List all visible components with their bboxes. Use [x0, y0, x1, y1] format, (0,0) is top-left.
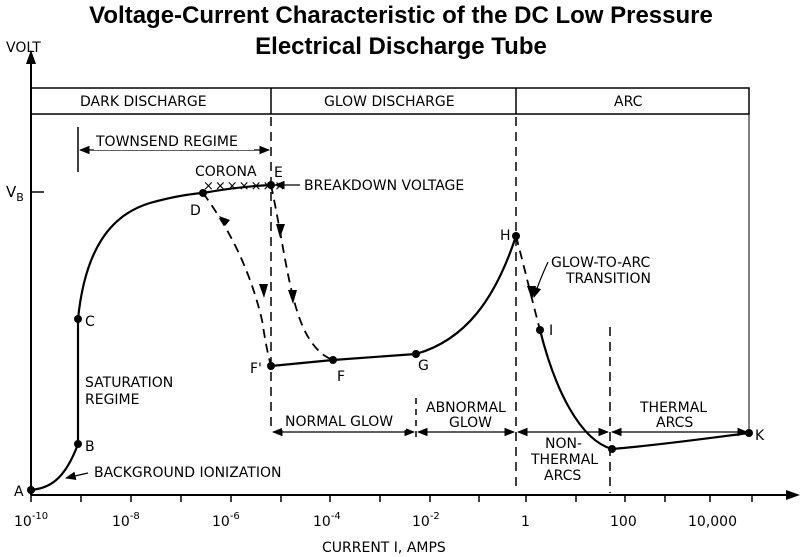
x-tick-label: 10-8: [112, 511, 140, 530]
saturation-label: SATURATION: [85, 375, 173, 391]
breakdown-voltage-label: BREAKDOWN VOLTAGE: [304, 178, 464, 194]
chart-title-line-2: Electrical Discharge Tube: [255, 33, 547, 60]
abnormal-glow-label: ABNORMAL: [426, 400, 506, 416]
townsend-label: TOWNSEND REGIME: [95, 134, 238, 150]
point-g: [412, 350, 420, 358]
point-j: [608, 445, 616, 453]
background-ionization-pointer: [64, 471, 89, 481]
corona-label: CORONA: [195, 164, 257, 180]
x-tick-label: 10-2: [412, 511, 440, 530]
normal-glow-label-bg: [282, 410, 406, 430]
point-h-label: H: [500, 228, 511, 244]
saturation-label: REGIME: [85, 392, 139, 408]
point-h: [512, 232, 520, 240]
point-i: [536, 326, 544, 334]
x-tick-label: 1: [521, 514, 530, 530]
thermal-label: ARCS: [656, 415, 693, 431]
vb-label: VB: [6, 183, 24, 204]
point-k-label: K: [755, 428, 765, 444]
curve-i-to-k: [538, 329, 750, 451]
x-axis-label: CURRENT I, AMPS: [322, 540, 446, 556]
breakdown-path: [270, 184, 334, 361]
curve-g-to-h: [415, 235, 518, 356]
curve-d-to-e: [202, 183, 272, 195]
point-c: [74, 315, 82, 323]
x-tick-label: 100: [610, 514, 637, 530]
y-axis-label: VOLT: [6, 40, 41, 56]
point-b: [74, 440, 82, 448]
glow-to-arc-label: GLOW-TO-ARC: [551, 255, 651, 271]
point-c-label: C: [85, 314, 95, 330]
point-fprime-label: F': [250, 361, 262, 377]
abnormal-glow-label: GLOW: [449, 415, 492, 431]
point-d-label: D: [190, 203, 201, 219]
point-e-label: E: [274, 165, 283, 181]
glow-to-arc-path: [515, 235, 541, 331]
direction-arrow: [219, 216, 230, 226]
corona-crosses: ×××××××: [203, 179, 286, 194]
x-axis-arrowhead: [786, 490, 800, 500]
nonthermal-label: ARCS: [544, 468, 581, 484]
x-tick-label: 10-4: [313, 511, 341, 530]
nonthermal-label: NON-: [545, 436, 582, 452]
point-i-label: I: [549, 323, 553, 339]
region-glow-discharge: GLOW DISCHARGE: [324, 94, 455, 110]
direction-arrow: [527, 286, 536, 300]
point-a-label: A: [14, 484, 24, 500]
x-tick-label: 10-10: [14, 511, 48, 530]
point-e: [267, 181, 275, 189]
x-ticks: [30, 495, 753, 502]
direction-arrow: [259, 284, 268, 298]
point-fprime: [267, 362, 275, 370]
hysteresis-path: [202, 192, 272, 367]
region-arc: ARC: [614, 94, 643, 110]
normal-glow-label: NORMAL GLOW: [285, 414, 393, 430]
region-band: [30, 87, 750, 115]
point-a: [27, 486, 35, 494]
thermal-label: THERMAL: [639, 400, 707, 416]
chart-title-line-1: Voltage-Current Characteristic of the DC…: [89, 2, 713, 29]
townsend-label-bg: [94, 130, 254, 150]
glow-to-arc-pointer: [532, 261, 549, 299]
point-b-label: B: [85, 439, 95, 455]
curve-c-to-d: [76, 191, 204, 320]
point-f: [329, 356, 337, 364]
region-dark-discharge: DARK DISCHARGE: [80, 94, 207, 110]
x-tick-label: 10,000: [688, 514, 737, 530]
curve-a-to-b: [30, 443, 80, 492]
point-f-label: F: [337, 369, 345, 385]
direction-arrow: [288, 290, 297, 304]
y-axis-arrowhead: [26, 50, 36, 64]
direction-arrow: [276, 224, 285, 238]
glow-to-arc-label: TRANSITION: [565, 271, 651, 287]
background-ionization-label: BACKGROUND IONIZATION: [94, 465, 281, 481]
nonthermal-label: THERMAL: [530, 452, 598, 468]
curve-fprime-to-g: [270, 352, 417, 368]
point-g-label: G: [418, 358, 429, 374]
point-d: [199, 189, 207, 197]
x-tick-label: 10-6: [212, 511, 240, 530]
point-k: [745, 429, 753, 437]
